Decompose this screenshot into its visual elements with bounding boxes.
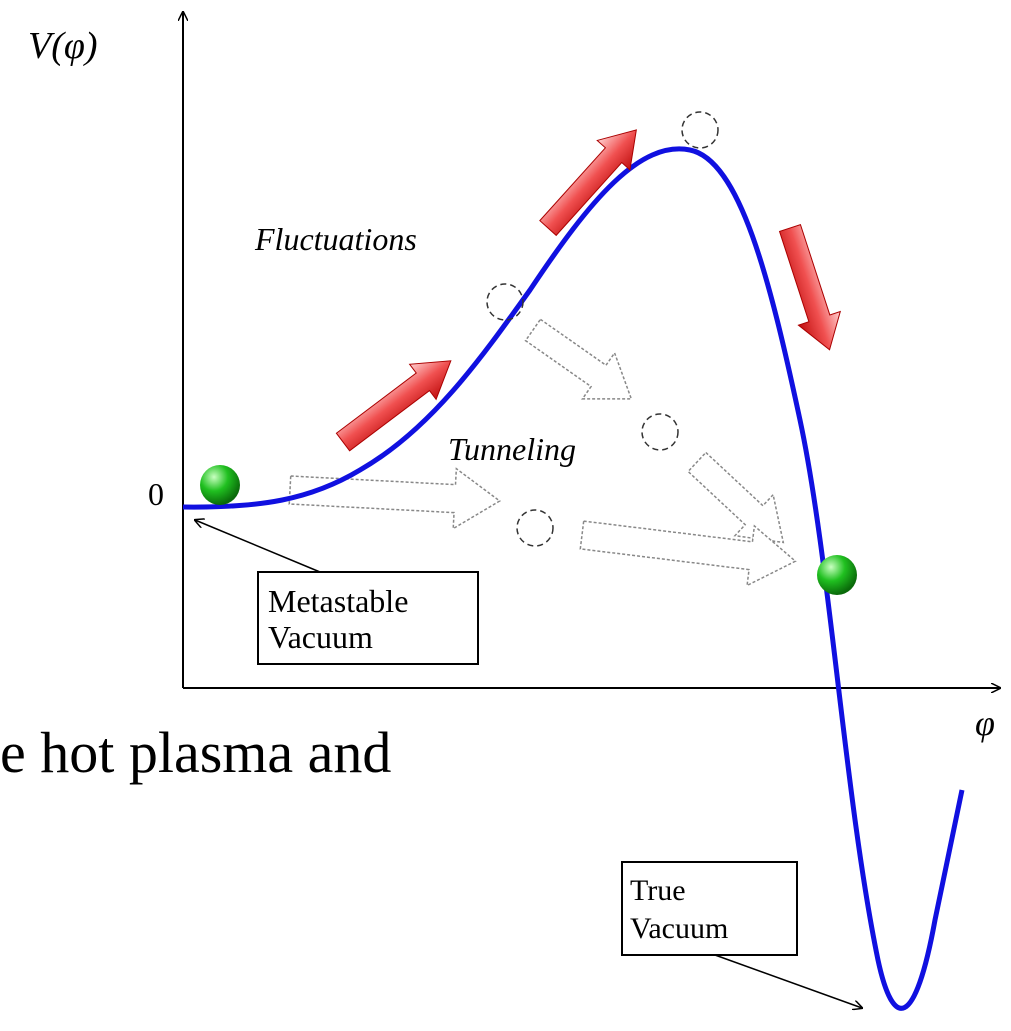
box-text: Vacuum xyxy=(630,912,728,945)
box-text: True xyxy=(630,874,686,907)
tunneling-arrows xyxy=(288,318,797,587)
ghost-ball xyxy=(486,283,524,321)
pointer xyxy=(714,954,862,1008)
ghost-balls xyxy=(486,111,719,547)
red-arrow xyxy=(539,129,637,237)
background-text: e hot plasma and xyxy=(0,720,391,785)
ball xyxy=(817,555,857,595)
box-text: Vacuum xyxy=(268,619,373,655)
pointer xyxy=(195,520,321,573)
ball xyxy=(200,465,240,505)
ghost-ball xyxy=(681,111,719,149)
fluctuation-arrows xyxy=(335,129,842,452)
zero-label: 0 xyxy=(148,476,164,512)
x-axis-label: φ xyxy=(975,703,995,743)
label-box xyxy=(621,861,798,956)
box-text: Metastable xyxy=(268,583,408,619)
dotted-arrow xyxy=(288,467,502,530)
fluctuations-label: Fluctuations xyxy=(254,221,417,257)
y-axis-label: V(φ) xyxy=(28,25,98,67)
dotted-arrow xyxy=(524,318,633,400)
ghost-ball xyxy=(641,413,679,451)
ghost-ball xyxy=(516,509,554,547)
red-arrow xyxy=(778,223,842,351)
dotted-arrow xyxy=(579,520,797,587)
tunneling-label: Tunneling xyxy=(448,431,576,467)
label-box xyxy=(257,571,479,665)
red-arrow xyxy=(335,360,452,452)
potential-curve xyxy=(182,146,965,1011)
